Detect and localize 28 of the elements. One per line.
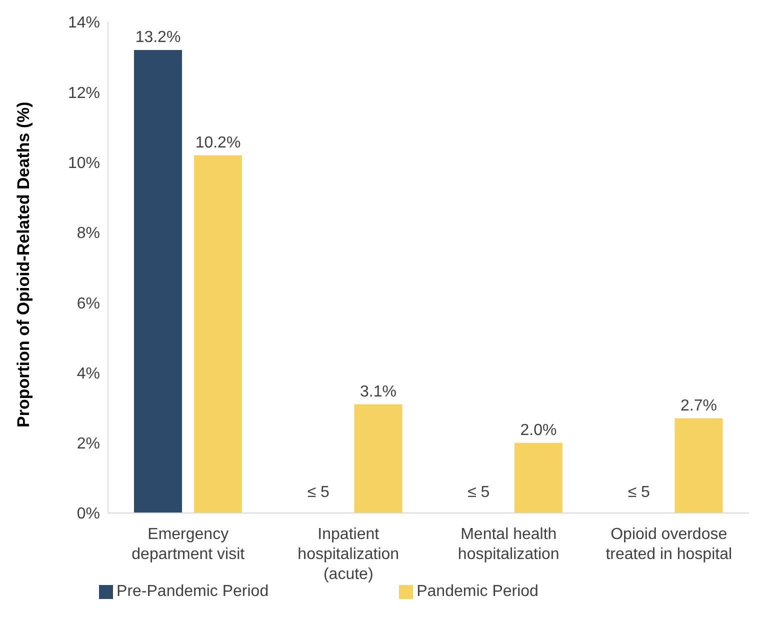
bar [514, 442, 562, 513]
data-label: 2.7% [680, 397, 717, 414]
bar [674, 418, 723, 513]
y-tick-label: 8% [76, 225, 100, 242]
data-label: 3.1% [360, 383, 396, 400]
y-tick-label: 4% [76, 365, 100, 382]
legend-label: Pandemic Period [416, 583, 538, 600]
bar [354, 404, 402, 513]
data-label: 13.2% [135, 29, 181, 46]
text: ≤ 5 [628, 484, 650, 501]
y-tick-label: 6% [76, 295, 100, 312]
data-label: 2.0% [520, 422, 557, 439]
bar [134, 50, 182, 513]
y-tick-label: 2% [76, 436, 100, 453]
x-tick-label: Emergency department visit [132, 526, 246, 563]
legend-label: Pre-Pandemic Period [116, 583, 269, 600]
x-tick-label: Inpatient hospitalization (acute) [298, 526, 400, 583]
text: ≤ 5 [468, 484, 490, 501]
data-label: 10.2% [195, 134, 241, 152]
y-tick-label: 0% [76, 506, 100, 523]
x-tick-label: Mental health hospitalization [458, 526, 560, 563]
y-tick-label: 12% [68, 84, 100, 102]
y-tick-label: 14% [68, 14, 100, 32]
x-tick-label: Opioid overdose treated in hospital [606, 526, 732, 563]
y-axis-title: Proportion of Opioid-Related Deaths (%) [14, 102, 34, 428]
y-tick-label: 10% [68, 154, 100, 172]
bar [194, 155, 242, 513]
text: ≤ 5 [307, 484, 330, 501]
